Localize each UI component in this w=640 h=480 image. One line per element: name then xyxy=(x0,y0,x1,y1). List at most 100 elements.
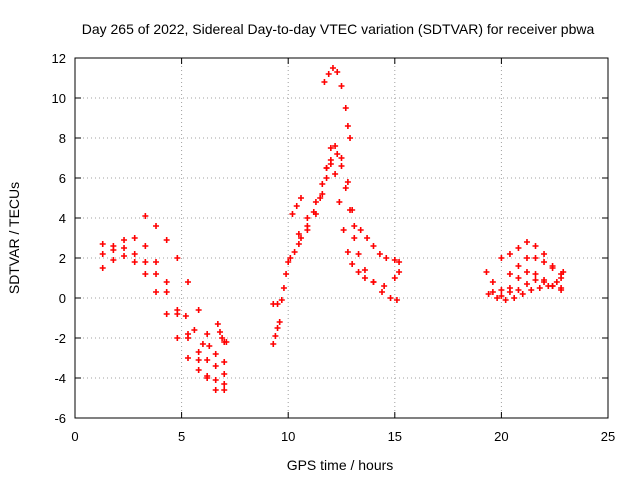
data-point xyxy=(163,279,170,285)
data-point xyxy=(329,65,336,71)
data-point xyxy=(283,271,290,277)
data-point xyxy=(293,203,300,209)
data-point xyxy=(532,255,539,261)
data-point xyxy=(515,275,522,281)
data-point xyxy=(541,259,548,265)
data-point xyxy=(153,223,160,229)
data-point xyxy=(221,371,228,377)
data-point xyxy=(506,271,513,277)
data-point xyxy=(153,259,160,265)
satellite-track-7 xyxy=(270,319,283,347)
data-point xyxy=(274,301,281,307)
axis-ticks: 0 5 10 15 20 25 -6 -4 -2 0 2 4 6 8 10 12 xyxy=(52,51,616,444)
data-point xyxy=(332,143,339,149)
y-tick-label: -2 xyxy=(54,331,66,346)
data-point xyxy=(342,105,349,111)
y-tick-label: 8 xyxy=(59,131,66,146)
data-point xyxy=(498,255,505,261)
data-point xyxy=(99,251,106,257)
data-point xyxy=(131,259,138,265)
data-point xyxy=(515,245,522,251)
satellite-track-8 xyxy=(270,161,403,307)
data-point xyxy=(304,215,311,221)
data-point xyxy=(489,279,496,285)
data-point xyxy=(355,269,362,275)
data-point xyxy=(511,295,518,301)
data-point xyxy=(317,195,324,201)
data-point xyxy=(204,357,211,363)
data-point xyxy=(532,271,539,277)
data-point xyxy=(558,271,565,277)
data-point xyxy=(383,255,390,261)
y-tick-label: 10 xyxy=(52,91,66,106)
data-point xyxy=(334,151,341,157)
data-point xyxy=(483,269,490,275)
data-point xyxy=(206,343,213,349)
satellite-track-6 xyxy=(214,321,230,345)
data-point xyxy=(142,259,149,265)
data-point xyxy=(195,367,202,373)
data-point xyxy=(319,181,326,187)
data-point xyxy=(381,283,388,289)
y-tick-label: -4 xyxy=(54,371,66,386)
data-point xyxy=(321,79,328,85)
data-point xyxy=(370,243,377,249)
data-point xyxy=(532,243,539,249)
data-point xyxy=(182,313,189,319)
x-axis-label: GPS time / hours xyxy=(287,457,394,473)
data-point xyxy=(195,349,202,355)
data-point xyxy=(121,253,128,259)
data-point xyxy=(184,279,191,285)
plot-frame xyxy=(74,57,609,419)
y-tick-label: 0 xyxy=(59,291,66,306)
data-point xyxy=(153,289,160,295)
data-point xyxy=(312,211,319,217)
data-point xyxy=(323,175,330,181)
data-point xyxy=(270,341,277,347)
data-point xyxy=(393,297,400,303)
data-point xyxy=(553,279,560,285)
data-point xyxy=(338,83,345,89)
data-point xyxy=(494,295,501,301)
chart-title: Day 265 of 2022, Sidereal Day-to-day VTE… xyxy=(82,21,595,37)
data-point xyxy=(142,213,149,219)
data-point xyxy=(351,235,358,241)
satellite-track-10 xyxy=(295,151,403,265)
data-point xyxy=(344,123,351,129)
data-point xyxy=(506,285,513,291)
data-point xyxy=(110,247,117,253)
data-point xyxy=(195,307,202,313)
data-point xyxy=(121,237,128,243)
x-tick-label: 25 xyxy=(601,429,615,444)
data-point xyxy=(163,237,170,243)
data-point xyxy=(319,191,326,197)
data-point xyxy=(387,295,394,301)
data-point xyxy=(523,269,530,275)
data-point xyxy=(221,387,228,393)
data-point xyxy=(485,291,492,297)
data-point xyxy=(212,363,219,369)
data-point xyxy=(191,327,198,333)
data-point xyxy=(131,251,138,257)
data-point xyxy=(223,339,230,345)
satellite-track-14 xyxy=(489,269,565,299)
data-point xyxy=(391,257,398,263)
data-point xyxy=(523,281,530,287)
data-point xyxy=(142,243,149,249)
data-point xyxy=(204,373,211,379)
data-point xyxy=(545,283,552,289)
data-point xyxy=(391,275,398,281)
data-point xyxy=(506,251,513,257)
data-point xyxy=(212,377,219,383)
data-point xyxy=(376,251,383,257)
data-point xyxy=(295,241,302,247)
y-tick-label: 6 xyxy=(59,171,66,186)
y-tick-label: 2 xyxy=(59,251,66,266)
data-point xyxy=(163,311,170,317)
data-point xyxy=(325,71,332,77)
x-tick-label: 10 xyxy=(281,429,295,444)
data-points xyxy=(99,65,567,393)
data-point xyxy=(276,319,283,325)
x-tick-label: 0 xyxy=(71,429,78,444)
data-point xyxy=(142,271,149,277)
